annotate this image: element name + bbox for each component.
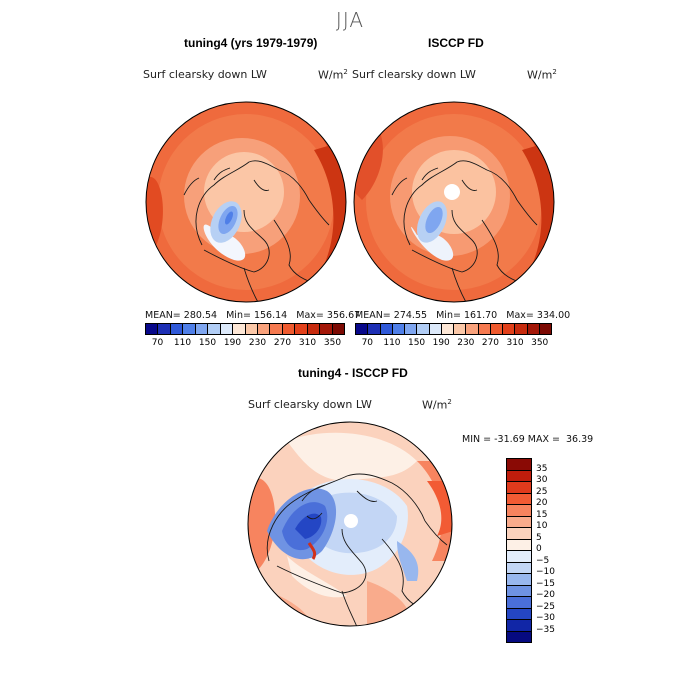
panel3-variable-label: Surf clearsky down LW	[248, 398, 372, 411]
colorbar-tick-label: −5	[536, 555, 550, 566]
colorbar-tick-label: 310	[298, 338, 317, 348]
colorbar-swatch	[507, 574, 531, 586]
colorbar-swatch	[245, 324, 258, 334]
colorbar-tick-label: 270	[481, 338, 500, 348]
panel2-stats: MEAN= 274.55 Min= 161.70 Max= 334.00	[355, 310, 571, 321]
colorbar-swatch	[507, 493, 531, 505]
panel2-variable-label: Surf clearsky down LW	[352, 68, 476, 81]
colorbar-tick-label: 0	[536, 544, 542, 554]
colorbar-swatch	[332, 324, 344, 334]
colorbar-swatch	[208, 324, 221, 334]
panel1-units: W/m2	[318, 68, 348, 82]
colorbar-swatch	[454, 324, 467, 334]
colorbar-tick-label: 20	[536, 498, 548, 508]
colorbar-swatch	[158, 324, 171, 334]
colorbar-swatch	[503, 324, 516, 334]
colorbar-swatch	[507, 551, 531, 563]
colorbar-swatch	[183, 324, 196, 334]
panel3-polar-map	[247, 421, 453, 627]
colorbar-tick-label: 270	[273, 338, 292, 348]
colorbar-tick-label: 15	[536, 509, 548, 520]
colorbar-tick-label: 150	[198, 338, 217, 348]
colorbar-swatch	[417, 324, 430, 334]
colorbar-tick-label: −30	[536, 613, 555, 623]
panel3-stats: MIN = -31.69 MAX = 36.39	[462, 434, 594, 445]
colorbar-swatch	[507, 562, 531, 574]
colorbar-swatch	[307, 324, 321, 334]
colorbar-tick-label: 25	[536, 486, 548, 497]
colorbar-tick-label: 30	[536, 475, 548, 485]
panel1-stats: MEAN= 280.54 Min= 156.14 Max= 356.67	[145, 310, 361, 321]
colorbar-tick-label: 230	[457, 338, 475, 348]
colorbar-swatch	[257, 324, 271, 334]
colorbar-tick-label: 230	[248, 338, 267, 348]
panel3-units: W/m2	[422, 398, 452, 412]
colorbar-swatch	[466, 324, 479, 334]
colorbar-swatch	[392, 324, 405, 334]
colorbar-tick-label: 350	[323, 338, 342, 348]
colorbar-swatch	[146, 324, 159, 334]
colorbar-swatch	[490, 324, 503, 334]
colorbar-swatch	[507, 597, 531, 609]
figure-suptitle: JJA	[335, 8, 365, 32]
colorbar-swatch	[507, 585, 531, 597]
colorbar-tick-label: −25	[536, 601, 555, 612]
colorbar-swatch	[507, 631, 531, 642]
panel1-polar-map	[145, 101, 347, 303]
colorbar-swatch	[507, 539, 531, 551]
colorbar-tick-label: 10	[536, 521, 548, 531]
colorbar-swatch	[320, 324, 333, 334]
colorbar-swatch	[405, 324, 418, 334]
colorbar-swatch	[507, 505, 531, 517]
colorbar-tick-label: 70	[361, 338, 374, 348]
colorbar-swatch	[527, 324, 540, 334]
colorbar-tick-label: 190	[432, 338, 450, 348]
colorbar-tick-label: −35	[536, 624, 555, 635]
panel2-colorbar: 70 110 150 190 230 270 310 350	[355, 323, 552, 350]
colorbar-swatch	[507, 459, 531, 471]
panel2-units: W/m2	[527, 68, 557, 82]
panel2-polar-map	[353, 101, 555, 303]
colorbar-swatch	[478, 324, 491, 334]
colorbar-swatch	[507, 528, 531, 540]
panel2-title: ISCCP FD	[428, 36, 484, 50]
colorbar-tick-label: 310	[506, 338, 524, 348]
panel3-title: tuning4 - ISCCP FD	[298, 366, 408, 380]
colorbar-swatch	[220, 324, 234, 334]
colorbar-swatch	[295, 324, 308, 334]
colorbar-tick-label: 150	[407, 338, 426, 348]
colorbar-swatch	[507, 620, 531, 632]
colorbar-tick-label: 110	[383, 338, 401, 348]
colorbar-swatch	[441, 324, 454, 334]
colorbar-swatch	[233, 324, 246, 334]
colorbar-swatch	[195, 324, 209, 334]
colorbar-tick-label: 110	[173, 338, 192, 348]
panel1-variable-label: Surf clearsky down LW	[143, 68, 267, 81]
colorbar-swatch	[282, 324, 296, 334]
colorbar-swatch	[380, 324, 393, 334]
panel1-colorbar: 70 110 150 190 230 270 310 350	[145, 323, 345, 350]
colorbar-swatch	[539, 324, 551, 334]
panel3-colorbar-ticks: 35 30 25 20 15 10 5 0 −5 −10 −15 −20 −25 −30 −35	[536, 458, 576, 635]
colorbar-tick-label: 190	[223, 338, 242, 348]
colorbar-tick-label: −15	[536, 578, 555, 589]
colorbar-tick-label: −20	[536, 590, 555, 600]
colorbar-tick-label: 70	[151, 338, 164, 348]
colorbar-swatch	[356, 324, 369, 334]
colorbar-tick-label: 350	[531, 338, 549, 348]
panel1-title: tuning4 (yrs 1979-1979)	[184, 36, 318, 50]
colorbar-tick-label: 35	[536, 463, 548, 474]
colorbar-swatch	[507, 482, 531, 494]
colorbar-tick-label: 5	[536, 532, 542, 543]
colorbar-swatch	[368, 324, 381, 334]
panel3-colorbar	[506, 458, 532, 643]
colorbar-swatch	[170, 324, 184, 334]
colorbar-swatch	[270, 324, 283, 334]
colorbar-swatch	[515, 324, 528, 334]
colorbar-swatch	[507, 470, 531, 482]
colorbar-swatch	[507, 516, 531, 528]
colorbar-swatch	[429, 324, 442, 334]
colorbar-swatch	[507, 608, 531, 620]
colorbar-tick-label: −10	[536, 567, 555, 577]
